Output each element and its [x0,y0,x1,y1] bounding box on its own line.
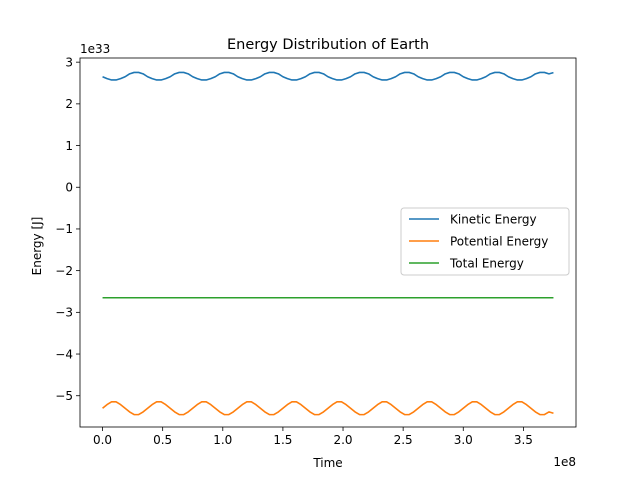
series-line-potential-energy [102,401,554,416]
legend: Kinetic Energy Potential Energy Total En… [400,207,570,276]
y-tick-label: −2 [55,264,73,278]
y-tick-label: 1 [65,139,73,153]
x-tick-label: 2.0 [333,433,352,447]
y-tick-label: −4 [55,347,73,361]
y-axis-label: Energy [J] [30,217,44,276]
plot-frame [79,57,577,428]
x-tick-label: 2.5 [394,433,413,447]
x-tick-label: 0.0 [93,433,112,447]
x-tick-label: 3.5 [514,433,533,447]
series-line-kinetic-energy [102,71,554,81]
legend-label-total: Total Energy [449,257,524,271]
y-tick-label: −1 [55,222,73,236]
y-tick-label: 3 [65,55,73,69]
x-tick-label: 1.0 [213,433,232,447]
y-tick-label: 2 [65,97,73,111]
series-lines [102,71,554,416]
y-tick-label: −3 [55,306,73,320]
x-tick-label: 1.5 [273,433,292,447]
legend-label-kinetic: Kinetic Energy [450,213,537,227]
legend-box [400,207,570,276]
y-tick-label: −5 [55,389,73,403]
chart-title: Energy Distribution of Earth [227,37,429,53]
x-axis-label: Time [312,456,342,470]
y-tick-label: 0 [65,181,73,195]
x-tick-label: 0.5 [153,433,172,447]
y-axis-offset-label: 1e33 [80,42,110,56]
legend-label-potential: Potential Energy [450,235,548,249]
x-tick-label: 3.0 [454,433,473,447]
axis-ticks: 0.0 0.5 1.0 1.5 2.0 2.5 3.0 3.5 −5 −4 −3 −2 −1 0 1 2 3 [55,55,533,447]
x-axis-offset-label: 1e8 [553,455,576,469]
